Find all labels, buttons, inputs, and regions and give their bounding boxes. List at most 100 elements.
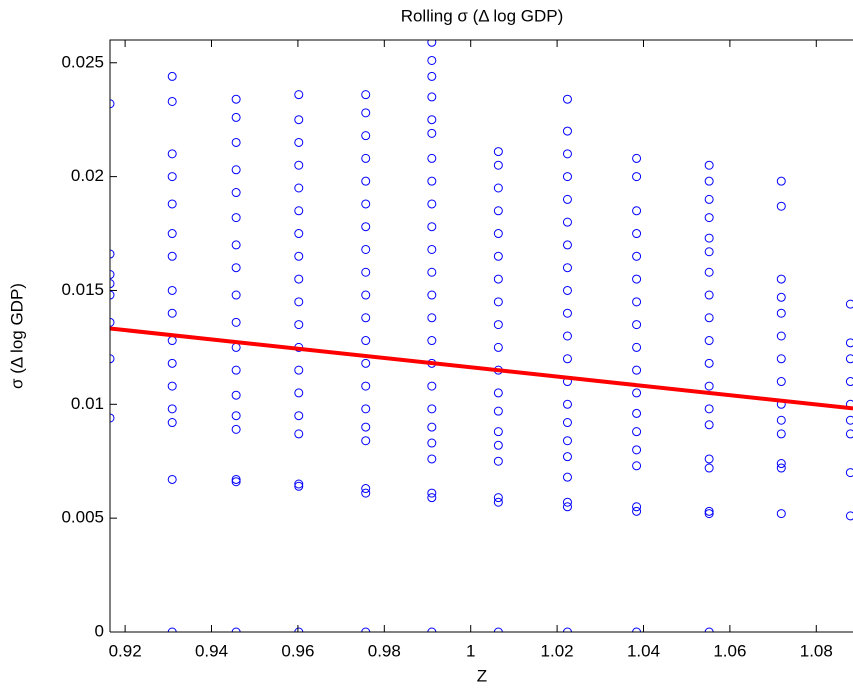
scatter-point [704,358,714,368]
scatter-point [294,627,304,632]
chart-title: Rolling σ (Δ log GDP) [401,6,564,25]
x-tick-label: 1.08 [800,641,833,660]
scatter-point [427,404,437,414]
scatter-point [776,377,786,387]
scatter-point [776,201,786,211]
y-tick-label: 0.02 [71,166,104,185]
scatter-point [167,358,177,368]
scatter-point [427,313,437,323]
scatter-point [427,438,437,448]
scatter-point [704,506,714,516]
scatter-point [493,342,503,352]
scatter-point [562,502,572,512]
scatter-point [427,222,437,232]
scatter-point [294,183,304,193]
scatter-point [427,493,437,503]
scatter-point [845,338,853,348]
scatter-point [167,96,177,106]
scatter-point [704,509,714,519]
scatter-point [231,365,241,375]
scatter-point [167,71,177,81]
scatter-point [493,160,503,170]
scatter-point [562,172,572,182]
scatter-point [294,115,304,125]
scatter-point [231,290,241,300]
scatter-point [704,463,714,473]
scatter-point [167,418,177,428]
scatter-point [427,336,437,346]
scatter-point [632,445,642,455]
scatter-point [294,479,304,489]
scatter-point [632,297,642,307]
scatter-point [361,108,371,118]
scatter-point [294,429,304,439]
scatter-point [427,92,437,102]
scatter-point [294,365,304,375]
scatter-point [427,627,437,632]
scatter-point [776,292,786,302]
scatter-point [493,320,503,330]
scatter-point [427,381,437,391]
scatter-point [110,290,115,300]
scatter-point [427,115,437,125]
scatter-point [361,381,371,391]
x-tick-label: 0.96 [281,641,314,660]
scatter-point [361,484,371,494]
scatter-point [632,229,642,239]
scatter-point [167,251,177,261]
scatter-point [562,194,572,204]
scatter-point [361,404,371,414]
scatter-point [493,183,503,193]
scatter-point [231,317,241,327]
scatter-point [427,40,437,47]
scatter-point [294,160,304,170]
scatter-point [231,165,241,175]
scatter-point [632,251,642,261]
scatter-point [776,308,786,318]
scatter-point [361,336,371,346]
x-axis-label: Z [477,666,487,685]
scatter-point [845,415,853,425]
scatter-point [562,240,572,250]
scatter-point [361,244,371,254]
scatter-point [704,336,714,346]
scatter-point [845,299,853,309]
scatter-point [294,229,304,239]
scatter-point [845,354,853,364]
scatter-point [231,188,241,198]
scatter-point [167,336,177,346]
scatter-point [294,274,304,284]
scatter-point [110,249,115,259]
scatter-point [427,422,437,432]
scatter-point [361,313,371,323]
scatter-point [361,131,371,141]
scatter-point [562,399,572,409]
scatter-point [562,126,572,136]
scatter-point [231,240,241,250]
scatter-point [427,71,437,81]
scatter-point [427,454,437,464]
scatter-point [493,274,503,284]
scatter-point [632,274,642,284]
scatter-point [294,320,304,330]
scatter-point [361,153,371,163]
scatter-point [493,493,503,503]
axes-frame [109,39,853,632]
scatter-point [167,381,177,391]
scatter-point [493,497,503,507]
scatter-point [167,172,177,182]
scatter-point [704,404,714,414]
scatter-point [632,427,642,437]
scatter-point [632,365,642,375]
scatter-point [704,213,714,223]
scatter-point [776,331,786,341]
scatter-point [493,456,503,466]
scatter-point [704,233,714,243]
scatter-point [562,308,572,318]
scatter-point [231,627,241,632]
scatter-point [493,206,503,216]
x-tick-label: 1.02 [541,641,574,660]
scatter-point [294,206,304,216]
scatter-point [167,199,177,209]
scatter-point [562,331,572,341]
